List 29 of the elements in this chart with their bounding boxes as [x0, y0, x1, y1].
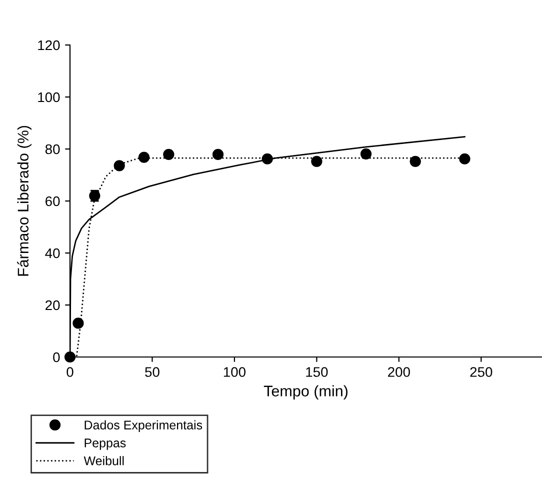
y-axis-title: Fármaco Liberado (%) — [17, 126, 32, 276]
point — [138, 152, 150, 163]
x-tick-label: 150 — [306, 367, 328, 377]
point — [410, 156, 421, 168]
legend-label: Dados Experimentais — [84, 420, 202, 432]
point — [64, 351, 76, 363]
y-tick-label: 80 — [45, 144, 60, 154]
x-tick-label: 200 — [388, 367, 410, 377]
y-tick-label: 0 — [53, 352, 60, 362]
point — [212, 148, 224, 160]
y-tick-label: 60 — [46, 196, 60, 206]
point — [360, 148, 372, 160]
point — [459, 153, 470, 164]
x-tick-label: 0 — [66, 367, 74, 377]
point — [72, 318, 84, 329]
point — [262, 153, 273, 164]
legend-label: Peppas — [84, 438, 126, 450]
x-tick-label: 250 — [470, 367, 492, 377]
y-tick-label: 20 — [46, 300, 60, 310]
y-tick-label: 100 — [38, 92, 60, 102]
x-axis-title: Tempo (min) — [264, 385, 348, 400]
x-tick-label: 50 — [145, 367, 160, 377]
point — [311, 156, 322, 168]
x-tick-label: 100 — [224, 367, 246, 377]
point — [163, 148, 174, 160]
y-tick-label: 40 — [45, 248, 60, 258]
legend-label: Weibull — [84, 456, 124, 466]
y-tick-label: 120 — [38, 40, 60, 50]
point — [114, 160, 125, 172]
